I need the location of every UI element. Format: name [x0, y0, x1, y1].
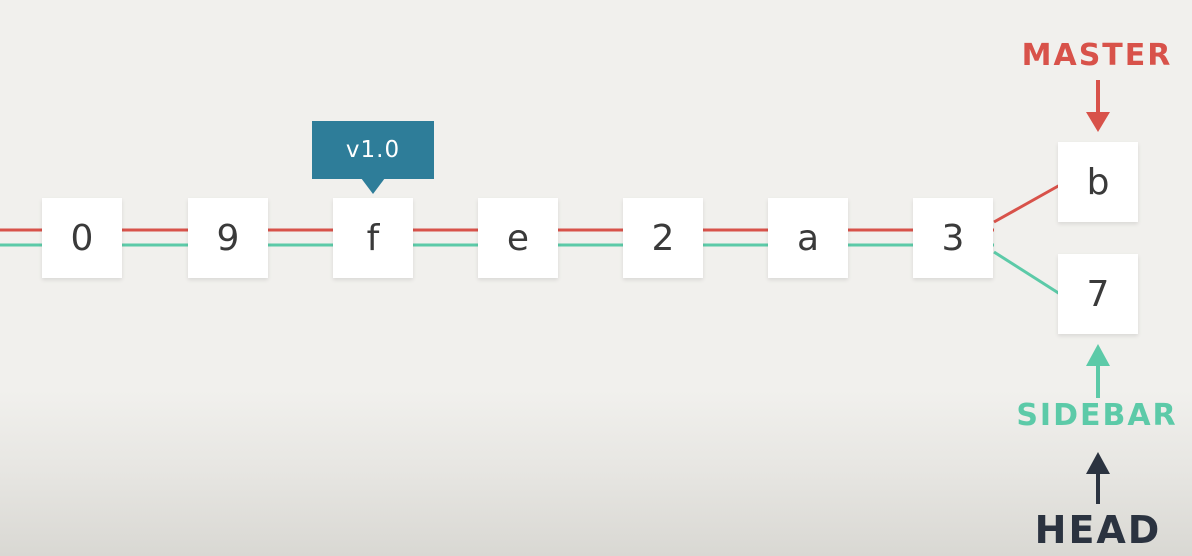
commit-id: 2 [651, 217, 675, 259]
tag-label: v1.0 [345, 137, 401, 163]
master-fork-line [993, 183, 1061, 224]
commit-id: b [1086, 161, 1110, 203]
sidebar-tip-commit: 7 [1058, 254, 1138, 334]
commit-box: 2 [623, 198, 703, 278]
arrow-down-icon [1086, 80, 1110, 132]
arrow-up-icon [1086, 344, 1110, 398]
arrow-up-icon [1086, 452, 1110, 504]
commit-box: e [478, 198, 558, 278]
commit-box: 0 [42, 198, 122, 278]
commit-id: 9 [216, 217, 240, 259]
commit-box: a [768, 198, 848, 278]
commit-id: e [506, 217, 530, 259]
sidebar-label: SIDEBAR [1016, 398, 1178, 433]
master-tip-commit: b [1058, 142, 1138, 222]
commit-box: 3 [913, 198, 993, 278]
commit-box: f [333, 198, 413, 278]
master-label: MASTER [1021, 38, 1173, 73]
commit-id: a [796, 217, 820, 259]
commit-id: 0 [70, 217, 94, 259]
commit-box: 9 [188, 198, 268, 278]
sidebar-fork-line [993, 250, 1061, 296]
commit-id: 3 [941, 217, 965, 259]
commit-id: f [366, 217, 380, 259]
tag-pointer [361, 178, 385, 194]
commit-id: 7 [1086, 273, 1110, 315]
head-label: HEAD [1034, 508, 1162, 552]
tag-badge: v1.0 [312, 121, 434, 179]
